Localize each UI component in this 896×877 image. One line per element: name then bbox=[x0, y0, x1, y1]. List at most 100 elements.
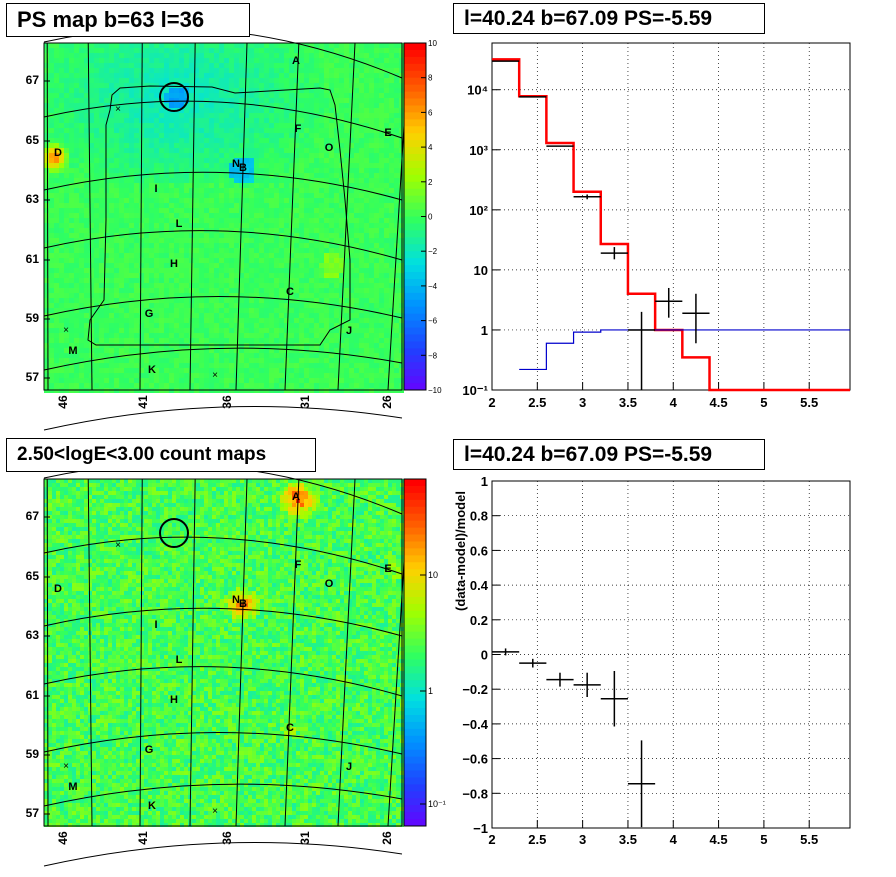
x-tick-label: 5.5 bbox=[800, 832, 818, 847]
colorbar-segment bbox=[404, 258, 426, 265]
map-x-tick-label: 26 bbox=[380, 831, 394, 845]
colorbar-tick-label: 10 bbox=[428, 39, 437, 48]
colorbar-segment bbox=[404, 244, 426, 251]
source-label: J bbox=[346, 325, 352, 337]
colorbar-segment bbox=[404, 791, 426, 798]
colorbar-segment bbox=[404, 223, 426, 230]
x-tick-label: 5 bbox=[760, 832, 767, 847]
colorbar-segment bbox=[404, 300, 426, 307]
map-cells bbox=[44, 43, 404, 393]
colorbar-segment bbox=[404, 673, 426, 680]
colorbar-segment bbox=[404, 521, 426, 528]
cross-marker: × bbox=[115, 104, 121, 115]
colorbar-segment bbox=[404, 764, 426, 771]
source-label: I bbox=[154, 619, 157, 631]
colorbar-segment bbox=[404, 812, 426, 819]
ps-map-title: PS map b=63 l=36 bbox=[6, 3, 250, 37]
map-y-tick-label: 59 bbox=[26, 311, 40, 325]
source-label: H bbox=[170, 694, 178, 706]
colorbar-segment bbox=[404, 715, 426, 722]
colorbar-segment bbox=[404, 653, 426, 660]
spectrum-title: l=40.24 b=67.09 PS=-5.59 bbox=[453, 3, 765, 34]
colorbar-segment bbox=[404, 805, 426, 812]
colorbar-segment bbox=[404, 632, 426, 639]
colorbar-segment bbox=[404, 694, 426, 701]
colorbar bbox=[404, 479, 426, 827]
colorbar-segment bbox=[404, 119, 426, 126]
colorbar-segment bbox=[404, 680, 426, 687]
colorbar-tick-label: 1 bbox=[428, 686, 433, 696]
colorbar-segment bbox=[404, 314, 426, 321]
map-y-tick-label: 67 bbox=[26, 73, 40, 87]
colorbar-segment bbox=[404, 486, 426, 493]
colorbar-segment bbox=[404, 604, 426, 611]
colorbar-segment bbox=[404, 154, 426, 161]
source-label: D bbox=[54, 147, 62, 159]
colorbar-segment bbox=[404, 321, 426, 328]
colorbar-segment bbox=[404, 112, 426, 119]
colorbar-segment bbox=[404, 348, 426, 355]
cross-marker: × bbox=[212, 370, 218, 381]
x-tick-label: 4 bbox=[670, 395, 678, 410]
colorbar-segment bbox=[404, 548, 426, 555]
source-label: O bbox=[325, 578, 334, 590]
count-map-title: 2.50<logE<3.00 count maps bbox=[6, 438, 316, 472]
colorbar-segment bbox=[404, 590, 426, 597]
colorbar-tick-label: −2 bbox=[428, 247, 438, 256]
colorbar-segment bbox=[404, 369, 426, 376]
x-tick-label: 4.5 bbox=[710, 832, 728, 847]
map-y-tick-label: 61 bbox=[26, 688, 40, 702]
y-tick-label: 0 bbox=[481, 648, 488, 663]
colorbar-segment bbox=[404, 341, 426, 348]
colorbar-segment bbox=[404, 362, 426, 369]
colorbar-segment bbox=[404, 133, 426, 140]
colorbar-tick-label: −6 bbox=[428, 317, 438, 326]
colorbar-segment bbox=[404, 493, 426, 500]
colorbar-segment bbox=[404, 583, 426, 590]
cross-marker: × bbox=[63, 325, 69, 336]
colorbar-segment bbox=[404, 71, 426, 78]
y-tick-label: −0.6 bbox=[462, 752, 488, 767]
x-tick-label: 5 bbox=[760, 395, 767, 410]
colorbar-segment bbox=[404, 293, 426, 300]
map-y-tick-label: 57 bbox=[26, 806, 40, 820]
map-y-tick-label: 67 bbox=[26, 509, 40, 523]
colorbar-segment bbox=[404, 78, 426, 85]
colorbar-tick-label: 8 bbox=[428, 74, 433, 83]
latitude-line bbox=[44, 842, 402, 866]
colorbar-segment bbox=[404, 182, 426, 189]
colorbar-segment bbox=[404, 99, 426, 106]
source-label: L bbox=[176, 654, 183, 666]
source-label: F bbox=[295, 559, 302, 571]
x-tick-label: 2 bbox=[488, 395, 495, 410]
colorbar-segment bbox=[404, 514, 426, 521]
source-label: A bbox=[292, 55, 300, 67]
source-label: E bbox=[384, 127, 391, 139]
map-y-tick-label: 65 bbox=[26, 133, 40, 147]
colorbar-segment bbox=[404, 743, 426, 750]
y-tick-label: 10 bbox=[474, 263, 488, 278]
colorbar-segment bbox=[404, 708, 426, 715]
residual-title: l=40.24 b=67.09 PS=-5.59 bbox=[453, 439, 765, 470]
colorbar-tick-label: 2 bbox=[428, 178, 433, 187]
colorbar-segment bbox=[404, 541, 426, 548]
source-label: C bbox=[286, 286, 294, 298]
colorbar-segment bbox=[404, 535, 426, 542]
colorbar-segment bbox=[404, 105, 426, 112]
source-label: H bbox=[170, 258, 178, 270]
colorbar-segment bbox=[404, 383, 426, 390]
map-y-tick-label: 65 bbox=[26, 569, 40, 583]
source-label: D bbox=[54, 583, 62, 595]
colorbar-segment bbox=[404, 43, 426, 50]
map-x-tick-label: 36 bbox=[220, 395, 234, 409]
map-x-tick-label: 36 bbox=[220, 831, 234, 845]
y-tick-label: 1 bbox=[481, 474, 488, 489]
colorbar-segment bbox=[404, 576, 426, 583]
source-label: F bbox=[295, 123, 302, 135]
